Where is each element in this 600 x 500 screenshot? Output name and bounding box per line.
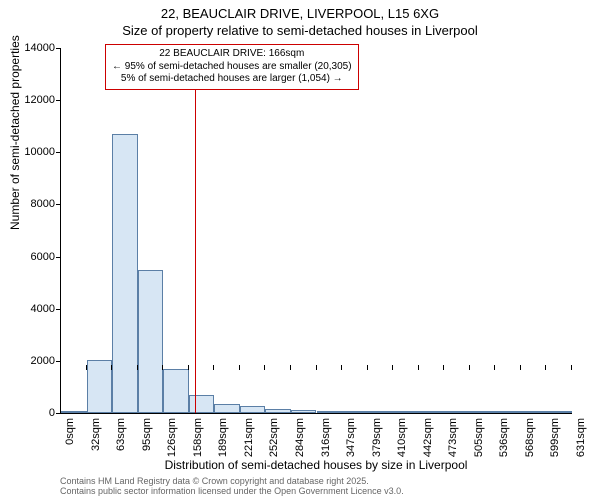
histogram-bar bbox=[214, 404, 240, 413]
callout-line1: 22 BEAUCLAIR DRIVE: 166sqm bbox=[112, 48, 352, 61]
x-tick-label: 284sqm bbox=[294, 418, 306, 458]
x-tick-label: 126sqm bbox=[166, 418, 178, 458]
histogram-bar bbox=[470, 411, 496, 413]
histogram-bar bbox=[189, 395, 215, 413]
y-tick-label: 4000 bbox=[11, 303, 55, 315]
histogram-bar bbox=[163, 369, 189, 413]
x-tick-label: 631sqm bbox=[575, 418, 587, 458]
y-tick-label: 6000 bbox=[11, 251, 55, 263]
credits-line1: Contains HM Land Registry data © Crown c… bbox=[60, 476, 404, 486]
x-tick-label: 0sqm bbox=[64, 418, 76, 446]
histogram-bar bbox=[546, 411, 572, 413]
x-tick-label: 505sqm bbox=[473, 418, 485, 458]
y-tick-label: 12000 bbox=[11, 94, 55, 106]
x-tick-label: 32sqm bbox=[90, 418, 102, 452]
histogram-bar bbox=[393, 411, 419, 413]
x-tick-label: 95sqm bbox=[141, 418, 153, 452]
y-tick-label: 14000 bbox=[11, 42, 55, 54]
y-tick-label: 2000 bbox=[11, 355, 55, 367]
histogram-bar bbox=[87, 360, 113, 413]
histogram-bar bbox=[112, 134, 138, 413]
callout-box: 22 BEAUCLAIR DRIVE: 166sqm← 95% of semi-… bbox=[105, 44, 359, 90]
histogram-bar bbox=[317, 411, 343, 413]
x-tick-label: 410sqm bbox=[396, 418, 408, 458]
histogram-bar bbox=[138, 270, 164, 413]
x-tick-label: 379sqm bbox=[371, 418, 383, 458]
x-tick-label: 316sqm bbox=[320, 418, 332, 458]
chart-plot-area: 0200040006000800010000120001400022 BEAUC… bbox=[60, 48, 572, 414]
histogram-bar bbox=[265, 409, 291, 413]
callout-line3: 5% of semi-detached houses are larger (1… bbox=[112, 73, 352, 86]
credits-line2: Contains public sector information licen… bbox=[60, 486, 404, 496]
x-tick-label: 189sqm bbox=[217, 418, 229, 458]
x-tick-label: 442sqm bbox=[422, 418, 434, 458]
histogram-bar bbox=[444, 411, 470, 413]
x-tick-label: 568sqm bbox=[524, 418, 536, 458]
histogram-bar bbox=[368, 411, 394, 413]
x-tick-label: 252sqm bbox=[268, 418, 280, 458]
x-tick-label: 347sqm bbox=[345, 418, 357, 458]
x-axis-label: Distribution of semi-detached houses by … bbox=[165, 458, 468, 472]
x-tick-label: 536sqm bbox=[498, 418, 510, 458]
x-tick-label: 473sqm bbox=[447, 418, 459, 458]
reference-marker-line bbox=[195, 84, 196, 413]
x-tick-label: 158sqm bbox=[192, 418, 204, 458]
x-tick-label: 63sqm bbox=[115, 418, 127, 452]
y-tick-label: 8000 bbox=[11, 198, 55, 210]
histogram-bar bbox=[240, 406, 266, 413]
histogram-bar bbox=[342, 411, 368, 413]
histogram-bar bbox=[495, 411, 521, 413]
chart-title-line1: 22, BEAUCLAIR DRIVE, LIVERPOOL, L15 6XG bbox=[0, 6, 600, 21]
y-tick-label: 0 bbox=[11, 407, 55, 419]
y-tick-label: 10000 bbox=[11, 146, 55, 158]
chart-title-line2: Size of property relative to semi-detach… bbox=[0, 23, 600, 38]
histogram-bar bbox=[61, 411, 87, 413]
histogram-bar bbox=[419, 411, 445, 413]
histogram-bar bbox=[521, 411, 547, 413]
x-tick-label: 221sqm bbox=[243, 418, 255, 458]
callout-line2: ← 95% of semi-detached houses are smalle… bbox=[112, 61, 352, 74]
x-tick-label: 599sqm bbox=[549, 418, 561, 458]
histogram-bar bbox=[291, 410, 317, 413]
